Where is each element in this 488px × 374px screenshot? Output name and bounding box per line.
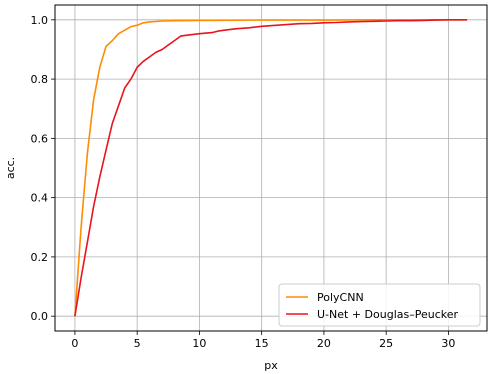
x-axis-label: px (264, 359, 278, 372)
y-tick-label: 1.0 (31, 14, 49, 27)
legend: PolyCNN U-Net + Douglas–Peucker (278, 283, 481, 327)
series-lines (74, 18, 468, 317)
axis-ticks: 0 5 10 15 20 25 30 0.0 0.2 0.4 0.6 0.8 1.0 (31, 14, 456, 350)
x-tick-label: 5 (134, 337, 141, 350)
y-tick-label: 0.2 (31, 251, 49, 264)
y-tick-label: 0.0 (31, 310, 49, 323)
grid-lines (55, 5, 487, 331)
x-tick-label: 0 (71, 337, 78, 350)
legend-box (278, 283, 481, 327)
y-tick-label: 0.8 (31, 73, 49, 86)
plot-frame (54, 4, 488, 332)
legend-label-polycnn: PolyCNN (317, 291, 364, 304)
x-tick-label: 10 (192, 337, 206, 350)
x-tick-label: 20 (317, 337, 331, 350)
x-tick-label: 30 (441, 337, 455, 350)
legend-label-unet-dp: U-Net + Douglas–Peucker (317, 308, 458, 321)
x-tick-label: 25 (379, 337, 393, 350)
x-tick-label: 15 (255, 337, 269, 350)
series-line-0 (74, 18, 468, 317)
y-axis-label: acc. (4, 157, 17, 179)
series-line-1 (74, 18, 468, 317)
y-tick-label: 0.6 (31, 132, 49, 145)
y-tick-label: 0.4 (31, 192, 49, 205)
